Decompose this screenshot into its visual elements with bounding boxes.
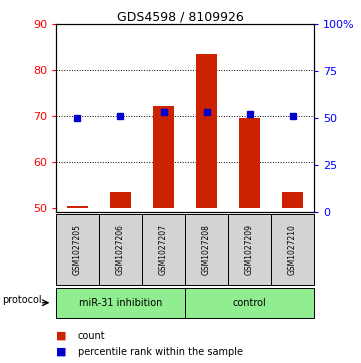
Text: count: count — [78, 331, 105, 341]
Bar — [67, 206, 88, 208]
Bar — [282, 192, 303, 208]
Bar — [239, 118, 260, 208]
Bar — [153, 106, 174, 208]
Text: GSM1027207: GSM1027207 — [159, 224, 168, 275]
Text: miR-31 inhibition: miR-31 inhibition — [79, 298, 162, 308]
Text: GSM1027209: GSM1027209 — [245, 224, 254, 275]
Text: GDS4598 / 8109926: GDS4598 / 8109926 — [117, 11, 244, 24]
Text: GSM1027208: GSM1027208 — [202, 224, 211, 275]
Text: ■: ■ — [56, 331, 66, 341]
Bar — [196, 53, 217, 208]
Text: percentile rank within the sample: percentile rank within the sample — [78, 347, 243, 357]
Text: GSM1027206: GSM1027206 — [116, 224, 125, 275]
Bar — [110, 192, 131, 208]
Text: GSM1027205: GSM1027205 — [73, 224, 82, 275]
Text: protocol: protocol — [2, 295, 42, 305]
Text: ■: ■ — [56, 347, 66, 357]
Text: GSM1027210: GSM1027210 — [288, 224, 297, 275]
Text: control: control — [233, 298, 266, 308]
